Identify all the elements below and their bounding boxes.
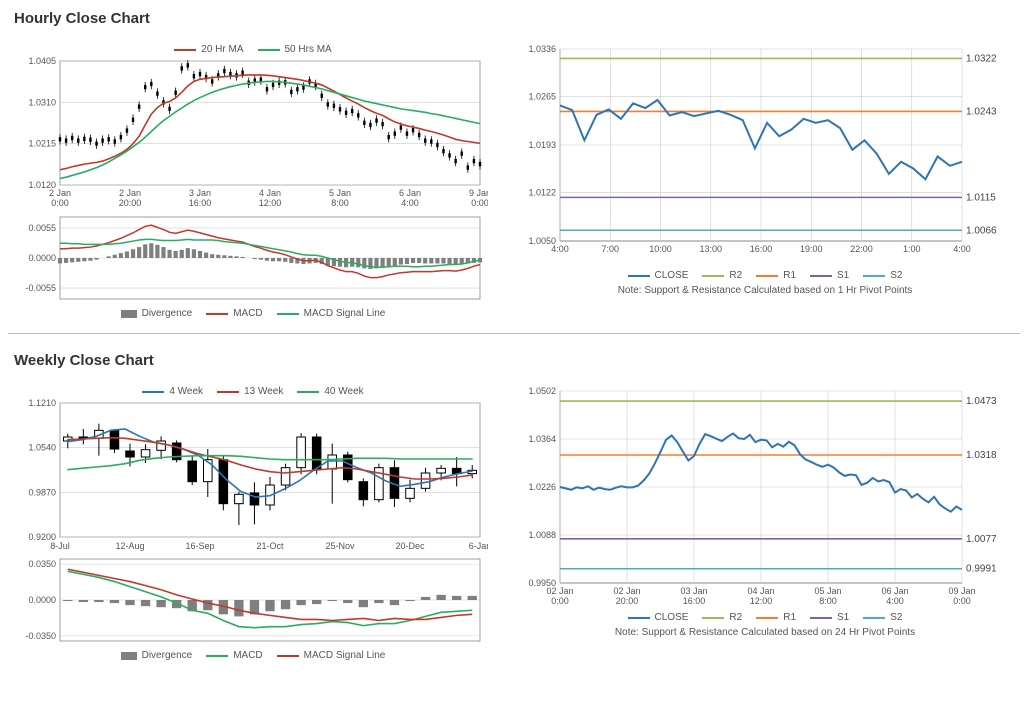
svg-text:1.0077: 1.0077	[966, 534, 997, 545]
svg-text:1.0088: 1.0088	[528, 530, 556, 540]
svg-text:4:00: 4:00	[886, 596, 904, 606]
svg-text:-0.0055: -0.0055	[25, 283, 56, 293]
svg-text:1.1210: 1.1210	[28, 398, 56, 408]
svg-text:1.0226: 1.0226	[528, 482, 556, 492]
hourly-price-panel: 20 Hr MA50 Hrs MA 1.01201.02151.03101.04…	[8, 41, 498, 319]
weekly-pivot-panel: 0.99501.00881.02261.03641.050202 Jan0:00…	[510, 383, 1020, 661]
svg-text:22:00: 22:00	[850, 244, 873, 254]
svg-text:0.0000: 0.0000	[28, 253, 56, 263]
svg-text:4:00: 4:00	[551, 244, 569, 254]
svg-text:5 Jan: 5 Jan	[329, 188, 351, 198]
svg-text:8:00: 8:00	[819, 596, 837, 606]
svg-text:16:00: 16:00	[750, 244, 773, 254]
weekly-price-panel: 4 Week13 Week40 Week 0.92000.98701.05401…	[8, 383, 498, 661]
svg-text:10:00: 10:00	[649, 244, 672, 254]
svg-text:1.0322: 1.0322	[966, 53, 997, 64]
svg-text:1.0215: 1.0215	[28, 139, 56, 149]
svg-text:05 Jan: 05 Jan	[814, 586, 841, 596]
svg-text:19:00: 19:00	[800, 244, 823, 254]
svg-text:6 Jan: 6 Jan	[399, 188, 421, 198]
svg-text:02 Jan: 02 Jan	[613, 586, 640, 596]
svg-text:21-Oct: 21-Oct	[256, 541, 284, 551]
svg-text:1.0066: 1.0066	[966, 225, 997, 236]
svg-text:02 Jan: 02 Jan	[546, 586, 573, 596]
svg-text:20:00: 20:00	[119, 198, 142, 208]
svg-text:0.9991: 0.9991	[966, 564, 997, 575]
svg-text:1.0502: 1.0502	[528, 386, 556, 396]
svg-text:8:00: 8:00	[331, 198, 349, 208]
svg-text:1.0310: 1.0310	[28, 97, 56, 107]
svg-text:20:00: 20:00	[616, 596, 639, 606]
weekly-pivot-note: Note: Support & Resistance Calculated ba…	[510, 627, 1020, 638]
svg-text:12:00: 12:00	[259, 198, 282, 208]
svg-text:12-Aug: 12-Aug	[115, 541, 144, 551]
svg-text:13:00: 13:00	[699, 244, 722, 254]
hourly-title: Hourly Close Chart	[14, 10, 1020, 27]
svg-text:0.0000: 0.0000	[28, 595, 56, 605]
svg-text:1.0243: 1.0243	[966, 106, 997, 117]
svg-text:1.0265: 1.0265	[528, 92, 556, 102]
svg-text:0:00: 0:00	[51, 198, 69, 208]
svg-text:3 Jan: 3 Jan	[189, 188, 211, 198]
svg-text:2 Jan: 2 Jan	[49, 188, 71, 198]
svg-text:04 Jan: 04 Jan	[747, 586, 774, 596]
hourly-pivot-panel: 1.00501.01221.01931.02651.03364:007:0010…	[510, 41, 1020, 319]
svg-text:1.0364: 1.0364	[528, 434, 556, 444]
svg-text:03 Jan: 03 Jan	[680, 586, 707, 596]
svg-text:1.0318: 1.0318	[966, 450, 997, 461]
svg-text:0.9870: 0.9870	[28, 487, 56, 497]
svg-text:1.0193: 1.0193	[528, 140, 556, 150]
svg-text:16:00: 16:00	[189, 198, 212, 208]
svg-text:0:00: 0:00	[471, 198, 488, 208]
svg-text:20-Dec: 20-Dec	[395, 541, 425, 551]
svg-text:4:00: 4:00	[401, 198, 419, 208]
svg-text:16-Sep: 16-Sep	[185, 541, 214, 551]
svg-text:1.0405: 1.0405	[28, 56, 56, 66]
hourly-pivot-note: Note: Support & Resistance Calculated ba…	[510, 285, 1020, 296]
svg-text:0.0055: 0.0055	[28, 223, 56, 233]
svg-text:7:00: 7:00	[601, 244, 619, 254]
svg-text:-0.0350: -0.0350	[25, 631, 56, 641]
svg-text:09 Jan: 09 Jan	[948, 586, 975, 596]
weekly-title: Weekly Close Chart	[14, 352, 1020, 369]
svg-text:1.0540: 1.0540	[28, 443, 56, 453]
svg-text:1.0115: 1.0115	[966, 192, 996, 203]
svg-text:16:00: 16:00	[683, 596, 706, 606]
svg-text:4:00: 4:00	[953, 244, 971, 254]
svg-text:9 Jan: 9 Jan	[469, 188, 488, 198]
svg-text:8-Jul: 8-Jul	[50, 541, 70, 551]
svg-text:1.0336: 1.0336	[528, 44, 556, 54]
svg-text:6-Jan: 6-Jan	[469, 541, 488, 551]
svg-text:12:00: 12:00	[750, 596, 773, 606]
svg-text:1.0122: 1.0122	[528, 188, 556, 198]
svg-text:25-Nov: 25-Nov	[325, 541, 355, 551]
svg-text:0:00: 0:00	[551, 596, 569, 606]
svg-text:06 Jan: 06 Jan	[881, 586, 908, 596]
svg-text:1.0473: 1.0473	[966, 396, 997, 407]
svg-text:0:00: 0:00	[953, 596, 971, 606]
svg-text:2 Jan: 2 Jan	[119, 188, 141, 198]
svg-text:0.0350: 0.0350	[28, 559, 56, 569]
svg-text:4 Jan: 4 Jan	[259, 188, 281, 198]
svg-text:1:00: 1:00	[903, 244, 921, 254]
